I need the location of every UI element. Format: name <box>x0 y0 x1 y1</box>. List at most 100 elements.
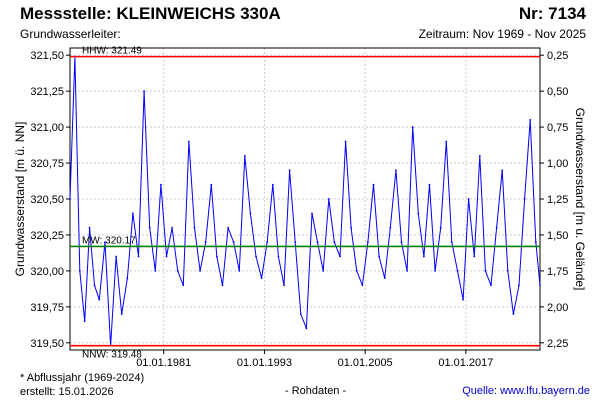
data-point <box>322 270 325 272</box>
aquifer-label: Grundwasserleiter: <box>20 27 121 41</box>
data-point <box>506 270 509 272</box>
data-point <box>255 255 257 258</box>
x-tick-label: 01.01.1981 <box>136 357 191 369</box>
data-point <box>182 284 185 287</box>
data-point <box>160 183 162 186</box>
data-point <box>227 226 229 229</box>
reference-label: HHW: 321.49 <box>82 46 142 57</box>
data-point <box>434 270 436 272</box>
reference-label: NNW: 319.48 <box>82 350 142 361</box>
data-point <box>132 212 134 215</box>
data-point <box>512 313 515 315</box>
y-tick-label: 319,75 <box>30 302 64 314</box>
data-point <box>199 270 201 272</box>
y-right-tick-label: 0,25 <box>547 50 568 62</box>
data-point <box>467 198 470 200</box>
data-point <box>462 298 464 301</box>
data-point <box>187 140 190 143</box>
y-tick-label: 321,50 <box>30 50 64 62</box>
data-point <box>428 183 431 186</box>
data-point <box>215 255 218 258</box>
data-point <box>137 255 140 258</box>
period-label: Zeitraum: Nov 1969 - Nov 2025 <box>418 27 586 41</box>
data-point <box>98 298 101 301</box>
y-right-tick-label: 2,25 <box>547 338 568 350</box>
data-point <box>333 241 336 244</box>
y-right-tick-label: 1,00 <box>547 158 568 170</box>
y-right-tick-label: 1,75 <box>547 266 568 278</box>
y-tick-label: 321,25 <box>30 86 64 98</box>
data-point <box>395 169 397 172</box>
data-point <box>115 255 118 258</box>
reference-label: MW: 320.17 <box>82 235 136 246</box>
data-point <box>126 277 129 279</box>
data-point <box>450 241 453 244</box>
y-right-tick-label: 0,75 <box>547 122 568 134</box>
data-point <box>378 255 381 258</box>
data-point <box>495 226 498 229</box>
data-point <box>104 241 106 244</box>
data-point <box>260 277 263 279</box>
data-point <box>305 327 308 330</box>
data-point <box>294 241 297 244</box>
data-point <box>171 226 174 229</box>
data-point <box>417 212 420 215</box>
data-point <box>478 154 481 157</box>
data-point <box>501 169 504 172</box>
x-axis-ticks: 01.01.1981 01.01.1993 01.01.2005 01.01.2017 <box>136 350 493 369</box>
data-point <box>271 183 274 186</box>
station-number: Nr: 7134 <box>518 4 586 23</box>
data-point <box>277 255 280 258</box>
y-axis-left-label: Grundwasserstand [m ü. NN] <box>13 122 27 277</box>
data-point <box>210 183 213 186</box>
data-point <box>422 255 425 258</box>
y-tick-label: 319,50 <box>30 338 64 350</box>
x-tick-label: 01.01.2005 <box>338 357 393 369</box>
data-point <box>288 169 291 172</box>
data-point <box>406 270 409 272</box>
data-point <box>473 255 476 258</box>
data-point <box>232 241 235 244</box>
data-point <box>439 226 442 229</box>
data-point <box>539 284 541 287</box>
data-point <box>534 241 537 244</box>
data-point <box>389 226 392 229</box>
data-point <box>249 212 252 215</box>
raw-data-label: - Rohdaten - <box>285 385 347 397</box>
data-point <box>355 270 358 272</box>
data-point <box>518 284 520 287</box>
water-level-series-line <box>69 56 541 346</box>
data-point <box>484 270 487 272</box>
data-point <box>350 226 353 229</box>
data-point <box>339 255 341 258</box>
data-point <box>193 226 196 229</box>
y-right-tick-label: 0,50 <box>547 86 568 98</box>
data-point <box>327 198 330 200</box>
y-tick-label: 320,25 <box>30 230 64 242</box>
data-point <box>523 198 526 200</box>
data-point <box>266 241 269 244</box>
data-point <box>316 241 319 244</box>
footnote: * Abflussjahr (1969-2024) <box>20 372 145 384</box>
data-point <box>490 284 492 287</box>
source-link[interactable]: Quelle: www.lfu.bayern.de <box>462 385 590 397</box>
data-point <box>400 241 403 244</box>
data-point <box>176 270 179 272</box>
data-point <box>243 154 246 157</box>
x-tick-label: 01.01.2017 <box>438 357 493 369</box>
data-point <box>83 320 86 323</box>
data-point <box>367 241 369 244</box>
data-point <box>165 255 168 258</box>
y-right-tick-label: 1,25 <box>547 194 568 206</box>
data-point <box>361 284 364 287</box>
data-point <box>78 270 81 272</box>
y-tick-label: 320,75 <box>30 158 64 170</box>
data-point <box>143 90 146 93</box>
data-point <box>93 284 96 287</box>
data-point <box>88 226 91 229</box>
reference-lines: HHW: 321.49 MW: 320.17 NNW: 319.48 <box>70 46 540 361</box>
y-tick-label: 320,50 <box>30 194 64 206</box>
y-axis-left-ticks: 319,50 319,75 320,00 320,25 320,50 320,75 321,… <box>30 50 70 350</box>
data-point <box>154 270 157 272</box>
